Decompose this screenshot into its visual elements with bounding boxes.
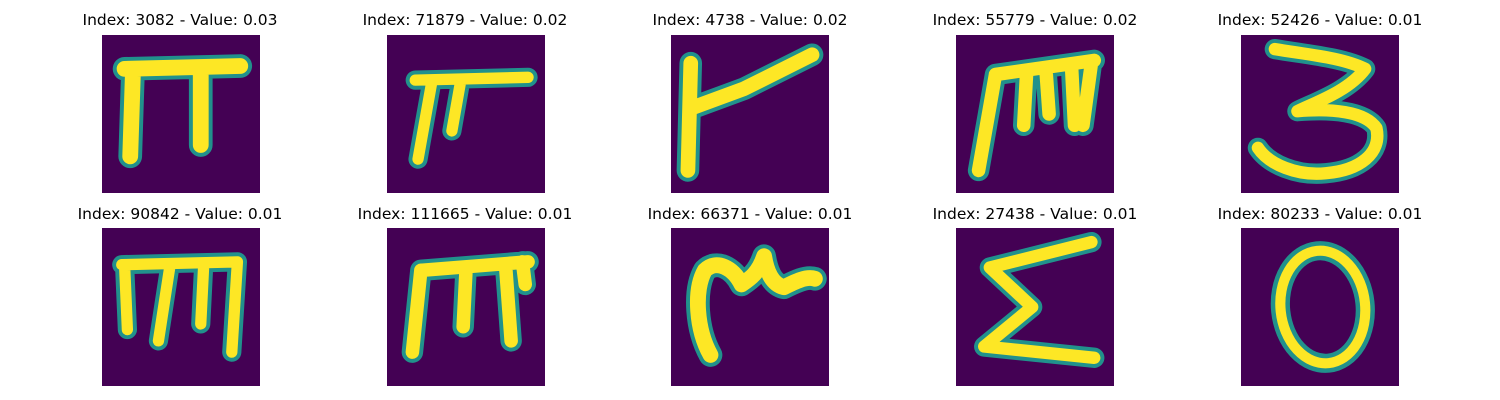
- three-shape-glyph: [1247, 38, 1388, 184]
- pi-shape-glyph: [112, 54, 253, 169]
- panel-title: Index: 111665 - Value: 0.01: [357, 205, 573, 223]
- panel-title: Index: 66371 - Value: 0.01: [647, 205, 853, 223]
- sigma-shape-glyph: [974, 231, 1105, 368]
- panel-title: Index: 55779 - Value: 0.02: [932, 11, 1138, 29]
- slanted-flag-shape-glyph: [676, 43, 824, 182]
- character-image: [1241, 35, 1399, 193]
- zero-shape-glyph: [1270, 241, 1375, 373]
- panel-title: Index: 4738 - Value: 0.02: [652, 11, 848, 29]
- character-image: [671, 228, 829, 386]
- panel-title: Index: 71879 - Value: 0.02: [362, 11, 568, 29]
- m-shape-glyph: [401, 251, 539, 363]
- character-image: [387, 35, 545, 193]
- crown-shape-glyph: [686, 244, 827, 367]
- panel-title: Index: 80233 - Value: 0.01: [1217, 205, 1423, 223]
- character-image: [956, 228, 1114, 386]
- small-pi-shape-glyph: [405, 67, 538, 169]
- character-image: [102, 228, 260, 386]
- m-shape-glyph: [967, 49, 1105, 182]
- character-image: [1241, 228, 1399, 386]
- m-shape-glyph: [112, 252, 248, 362]
- character-image: [387, 228, 545, 386]
- panel-title: Index: 3082 - Value: 0.03: [82, 11, 278, 29]
- character-image: [956, 35, 1114, 193]
- panel-title: Index: 27438 - Value: 0.01: [932, 205, 1138, 223]
- character-image: [102, 35, 260, 193]
- panel-title: Index: 90842 - Value: 0.01: [77, 205, 283, 223]
- character-image: [671, 35, 829, 193]
- panel-title: Index: 52426 - Value: 0.01: [1217, 11, 1423, 29]
